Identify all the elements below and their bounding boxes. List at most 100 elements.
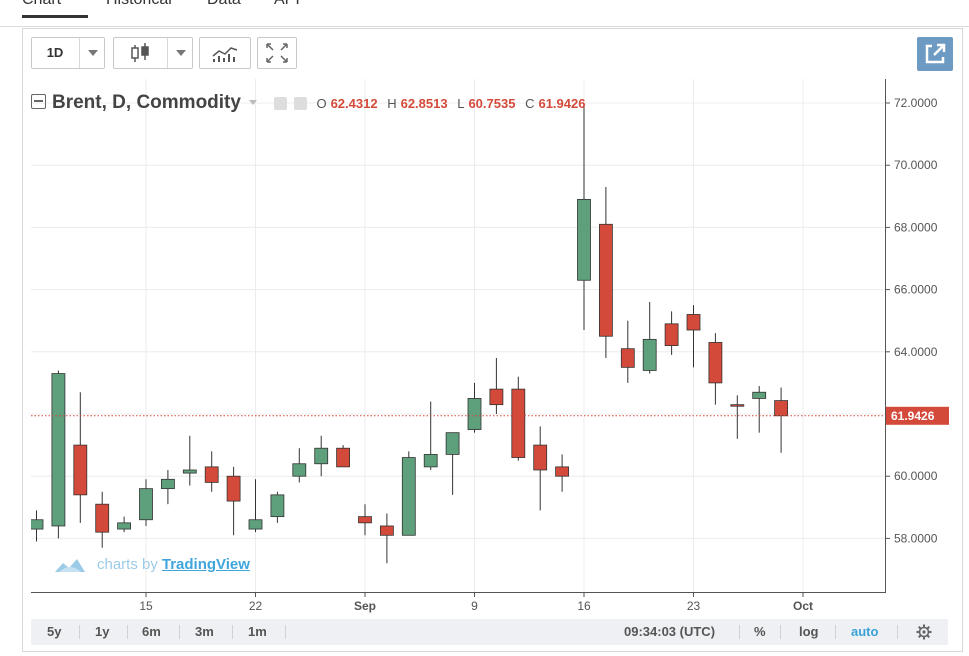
tab-data[interactable]: Data <box>207 0 241 9</box>
candle-body[interactable] <box>182 469 197 474</box>
auto-toggle[interactable]: auto <box>851 624 879 639</box>
candle-body[interactable] <box>31 519 44 530</box>
low-value: 60.7535 <box>468 96 516 111</box>
range-5y[interactable]: 5y <box>47 624 62 639</box>
last-price-marker: 61.9426 <box>31 406 949 425</box>
candle-body[interactable] <box>620 348 635 368</box>
candle-body[interactable] <box>577 199 591 281</box>
candle-body[interactable] <box>160 478 175 490</box>
candle-body[interactable] <box>379 525 394 536</box>
x-tick-label: 9 <box>471 599 478 613</box>
candle-body[interactable] <box>555 466 569 477</box>
tab-api[interactable]: API <box>274 0 300 9</box>
tradingview-branding[interactable]: charts by TradingView <box>53 553 250 577</box>
close-value: 61.9426 <box>538 96 586 111</box>
divider <box>739 625 740 639</box>
grid-lines <box>31 79 885 592</box>
candle-body[interactable] <box>533 444 548 471</box>
range-3m[interactable]: 3m <box>195 624 214 639</box>
popout-icon <box>925 43 946 64</box>
gear-icon[interactable] <box>916 624 932 640</box>
candle-body[interactable] <box>730 404 745 407</box>
candle-body[interactable] <box>292 463 307 477</box>
indicators-button[interactable] <box>199 37 251 69</box>
candles <box>31 103 788 564</box>
popout-button[interactable] <box>917 37 953 71</box>
candle-body[interactable] <box>599 223 613 337</box>
tab-bar: Chart Historical Data API <box>0 0 969 27</box>
chevron-down-icon[interactable] <box>248 100 257 105</box>
candle-body[interactable] <box>117 522 131 530</box>
tab-historical-label: Historical <box>106 0 172 8</box>
candle-body[interactable] <box>401 457 416 536</box>
divider <box>79 625 80 639</box>
settings-icon[interactable] <box>274 97 288 110</box>
candle-body[interactable] <box>511 388 526 458</box>
interval-selector[interactable]: 1D <box>31 37 105 69</box>
chart-toolbar: 1D <box>23 29 962 77</box>
candle-body[interactable] <box>489 388 504 406</box>
close-icon[interactable] <box>293 97 307 110</box>
candle-body[interactable] <box>204 466 219 483</box>
range-1m[interactable]: 1m <box>248 624 267 639</box>
tab-chart[interactable]: Chart <box>22 0 88 18</box>
x-tick-label: Sep <box>354 599 376 613</box>
candle-body[interactable] <box>248 519 263 530</box>
candle-body[interactable] <box>774 400 788 417</box>
candle-body[interactable] <box>642 338 657 371</box>
chevron-down-icon[interactable] <box>88 50 98 56</box>
tab-data-label: Data <box>207 0 241 8</box>
range-1y[interactable]: 1y <box>95 624 110 639</box>
divider <box>285 625 286 639</box>
high-value: 62.8513 <box>400 96 448 111</box>
percent-toggle[interactable]: % <box>754 624 766 639</box>
branding-prefix: charts by <box>97 556 158 573</box>
last-price-badge <box>886 406 949 425</box>
chevron-down-icon[interactable] <box>176 50 186 56</box>
tab-historical[interactable]: Historical <box>106 0 172 9</box>
candle-body[interactable] <box>314 447 329 465</box>
range-6m[interactable]: 6m <box>142 624 161 639</box>
candle-body[interactable] <box>358 516 372 524</box>
candle-body[interactable] <box>686 314 701 331</box>
fullscreen-button[interactable] <box>257 37 297 69</box>
x-tick-label: 15 <box>139 599 153 613</box>
tradingview-logo-icon <box>55 559 85 572</box>
candle-body[interactable] <box>423 454 438 468</box>
chart-style-selector[interactable] <box>113 37 193 69</box>
candle-body[interactable] <box>752 391 767 399</box>
candle-body[interactable] <box>51 373 66 527</box>
collapse-icon[interactable] <box>31 94 46 109</box>
bottom-toolbar: 5y 1y 6m 3m 1m 09:34:03 (UTC) % log auto <box>31 619 948 645</box>
chart-axes <box>31 79 886 593</box>
candle-body[interactable] <box>73 444 88 496</box>
low-label: L <box>457 96 465 111</box>
branding-link[interactable]: TradingView <box>161 556 250 573</box>
tab-chart-label: Chart <box>22 0 61 8</box>
candle-body[interactable] <box>226 475 241 502</box>
y-tick-label: 60.0000 <box>894 469 938 483</box>
divider <box>79 38 80 68</box>
candle-body[interactable] <box>708 342 723 384</box>
candle-body[interactable] <box>139 488 153 521</box>
high-label: H <box>387 96 397 111</box>
x-axis-labels: 15 22 Sep 9 16 23 Oct <box>139 592 813 613</box>
candle-body[interactable] <box>467 398 482 430</box>
tab-api-label: API <box>274 0 300 8</box>
candlestick-chart[interactable]: 72.000070.000068.000066.000064.000062.00… <box>31 79 950 646</box>
y-tick-label: 68.0000 <box>894 220 938 234</box>
candle-body[interactable] <box>95 503 110 533</box>
last-price-label: 61.9426 <box>891 409 935 423</box>
log-toggle[interactable]: log <box>799 624 819 639</box>
candle-body[interactable] <box>445 432 460 455</box>
y-tick-label: 66.0000 <box>894 283 938 297</box>
symbol-title[interactable]: Brent, D, Commodity <box>52 92 241 113</box>
candle-body[interactable] <box>336 447 351 468</box>
y-tick-label: 64.0000 <box>894 345 938 359</box>
candle-body[interactable] <box>270 494 285 518</box>
clock[interactable]: 09:34:03 (UTC) <box>624 619 715 645</box>
candle-body[interactable] <box>664 323 679 346</box>
divider <box>179 625 180 639</box>
close-label: C <box>525 96 535 111</box>
